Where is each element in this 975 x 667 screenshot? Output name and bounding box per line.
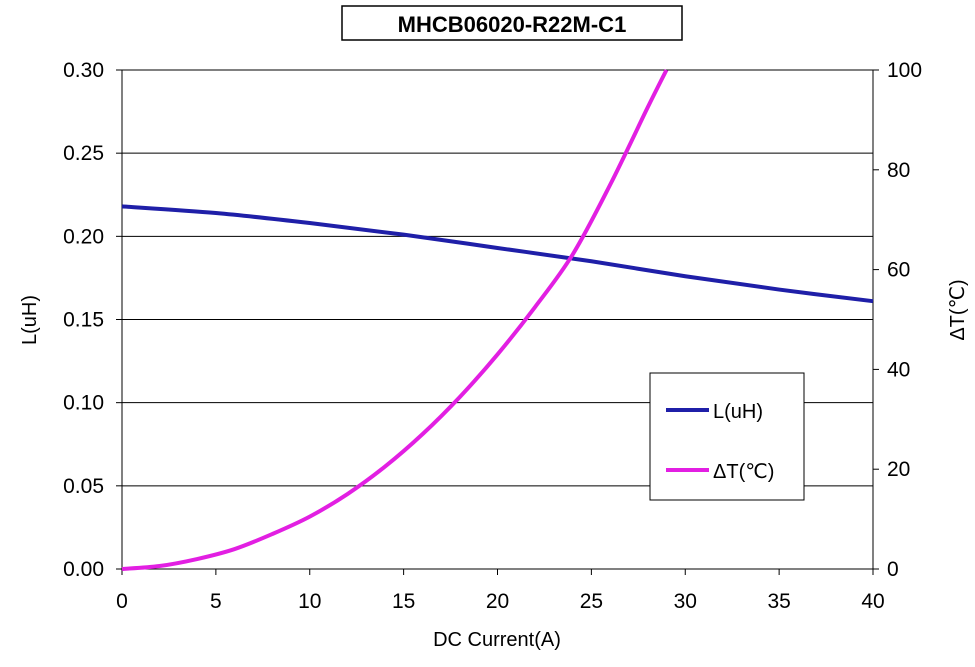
y-tick-label: 0.25 [63, 142, 104, 165]
x-tick-label: 30 [674, 590, 697, 613]
y2-tick-label: 60 [887, 259, 910, 282]
tick-labels: 0.000.050.100.150.200.250.30020406080100… [63, 59, 922, 613]
y2-tick-label: 0 [887, 558, 899, 581]
series-line-temperature-rise [121, 69, 669, 571]
y-axis-title: L(uH) [19, 295, 41, 345]
legend: L(uH) ΔT(℃) [649, 372, 805, 501]
x-axis-title: DC Current(A) [433, 629, 561, 651]
x-tick-label: 10 [298, 590, 321, 613]
y2-tick-label: 80 [887, 159, 910, 182]
y-tick-label: 0.00 [63, 558, 104, 581]
y-tick-label: 0.05 [63, 475, 104, 498]
x-tick-label: 40 [861, 590, 884, 613]
x-tick-label: 0 [116, 590, 128, 613]
x-tick-label: 15 [392, 590, 415, 613]
y-tick-label: 0.15 [63, 309, 104, 332]
x-tick-label: 5 [210, 590, 222, 613]
y2-tick-label: 20 [887, 458, 910, 481]
x-tick-label: 25 [580, 590, 603, 613]
grid-lines [116, 69, 879, 575]
y2-tick-label: 40 [887, 358, 910, 381]
legend-label-temperature-rise: ΔT(℃) [713, 461, 774, 483]
x-tick-label: 20 [486, 590, 509, 613]
y-tick-label: 0.10 [63, 392, 104, 415]
legend-label-inductance: L(uH) [713, 401, 763, 423]
series-lines [121, 69, 874, 571]
legend-box [649, 372, 805, 501]
series-line-inductance [121, 204, 874, 304]
chart-title: MHCB06020-R22M-C1 [398, 12, 627, 37]
y2-tick-label: 100 [887, 59, 922, 82]
title-box [341, 5, 683, 41]
y-tick-label: 0.20 [63, 225, 104, 248]
y-tick-label: 0.30 [63, 59, 104, 82]
x-tick-label: 35 [767, 590, 790, 613]
y2-axis-title: ΔT(℃) [947, 279, 969, 340]
